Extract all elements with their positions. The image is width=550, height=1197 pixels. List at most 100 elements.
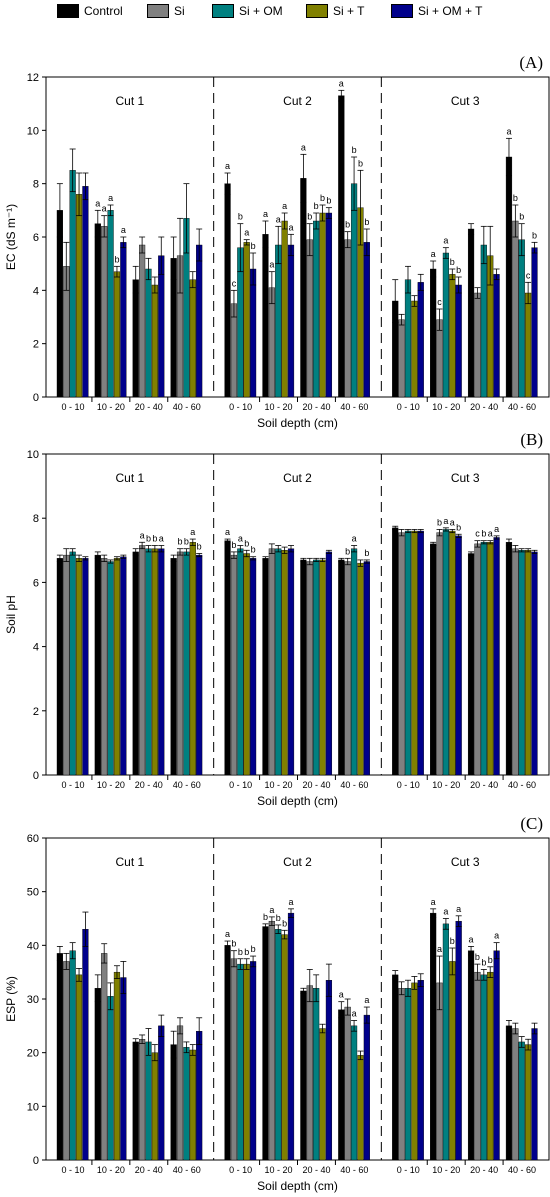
legend-label-si-om-t: Si + OM + T (418, 4, 483, 18)
panel-label: (C) (520, 814, 543, 833)
bar (518, 1041, 525, 1161)
bar (392, 527, 399, 776)
bar (325, 551, 333, 776)
x-tick-label: 40 - 60 (340, 402, 368, 412)
bar (230, 303, 238, 398)
x-tick-label: 0 - 10 (229, 780, 252, 790)
significance-letter: a (238, 533, 243, 543)
bar (411, 300, 418, 398)
bar (249, 961, 257, 1161)
bar (398, 988, 405, 1161)
significance-letter: b (519, 212, 524, 222)
significance-letter: a (494, 931, 499, 941)
significance-letter: a (450, 517, 455, 527)
bar (363, 561, 370, 776)
x-axis-label: Soil depth (cm) (257, 416, 338, 430)
bar (107, 561, 114, 776)
legend: Control Si Si + OM Si + T Si + OM + T (0, 0, 550, 26)
bar (145, 268, 152, 398)
x-tick-label: 0 - 10 (61, 780, 84, 790)
significance-letter: b (326, 196, 331, 206)
x-tick-label: 0 - 10 (229, 402, 252, 412)
bar (151, 284, 158, 398)
significance-letter: b (456, 522, 461, 532)
bar (82, 558, 89, 776)
significance-letter: b (244, 538, 249, 548)
significance-letter: a (506, 126, 511, 136)
bar (56, 558, 63, 776)
bar (338, 95, 345, 398)
bar (313, 220, 320, 398)
significance-letter: b (450, 936, 455, 946)
y-tick-label: 10 (27, 125, 39, 137)
bar (243, 553, 250, 776)
significance-letter: a (289, 897, 294, 907)
bar (442, 923, 449, 1161)
bar (101, 558, 108, 776)
bar (243, 963, 250, 1161)
bar (176, 551, 184, 776)
bar (525, 1044, 532, 1161)
legend-item-si-om: Si + OM (212, 4, 283, 18)
bar (531, 551, 538, 776)
bar (94, 554, 101, 776)
x-tick-label: 20 - 40 (302, 1165, 330, 1175)
bar (313, 559, 320, 776)
bar (404, 988, 412, 1161)
bar (63, 961, 70, 1161)
bar (275, 929, 282, 1161)
bar (107, 210, 114, 398)
bar (474, 971, 481, 1161)
y-axis-label: ESP (%) (4, 976, 18, 1022)
bar (518, 239, 525, 398)
significance-letter: a (225, 929, 230, 939)
chart-panel-1: 0 2 4 6 8 10 12 EC (dS m⁻¹) Soil depth (cm) (A) Cu… (4, 53, 550, 430)
cut-label: Cut 3 (451, 94, 480, 108)
bar (268, 920, 275, 1161)
significance-letter: b (231, 540, 236, 550)
bar (512, 1028, 519, 1161)
x-tick-label: 20 - 40 (135, 1165, 163, 1175)
bar (69, 551, 76, 776)
bar (151, 548, 158, 776)
significance-letter: b (364, 548, 369, 558)
cut-label: Cut 2 (283, 94, 312, 108)
bar (404, 279, 412, 398)
significance-letter: a (263, 209, 268, 219)
bar (344, 1006, 351, 1161)
bar (338, 559, 345, 776)
y-tick-label: 6 (33, 232, 39, 244)
significance-letter: b (114, 254, 119, 264)
bar (101, 226, 108, 398)
cut-label: Cut 1 (115, 855, 144, 869)
bar (196, 554, 203, 776)
bar (344, 561, 351, 776)
significance-letter: b (251, 241, 256, 251)
bar (480, 974, 487, 1161)
y-tick-label: 2 (33, 706, 39, 718)
significance-letter: a (339, 78, 344, 88)
bar (417, 282, 424, 398)
bar (69, 170, 76, 398)
bar (230, 554, 238, 776)
bar (350, 183, 358, 398)
significance-letter: b (238, 947, 243, 957)
bar (525, 292, 532, 398)
legend-item-si-t: Si + T (306, 4, 364, 18)
legend-swatch-si-t (306, 4, 328, 18)
bar (300, 559, 307, 776)
bar (132, 1041, 139, 1161)
legend-swatch-si-om-t (391, 4, 413, 18)
y-tick-label: 8 (33, 179, 39, 191)
bar (145, 1041, 152, 1161)
bar (325, 212, 333, 398)
legend-item-si-om-t: Si + OM + T (391, 4, 482, 18)
bar (224, 183, 231, 398)
bar (189, 279, 196, 398)
bar (262, 558, 269, 776)
bar (75, 194, 83, 398)
bar (281, 934, 288, 1161)
bar (392, 974, 399, 1161)
bar (442, 252, 449, 398)
significance-letter: b (475, 952, 480, 962)
